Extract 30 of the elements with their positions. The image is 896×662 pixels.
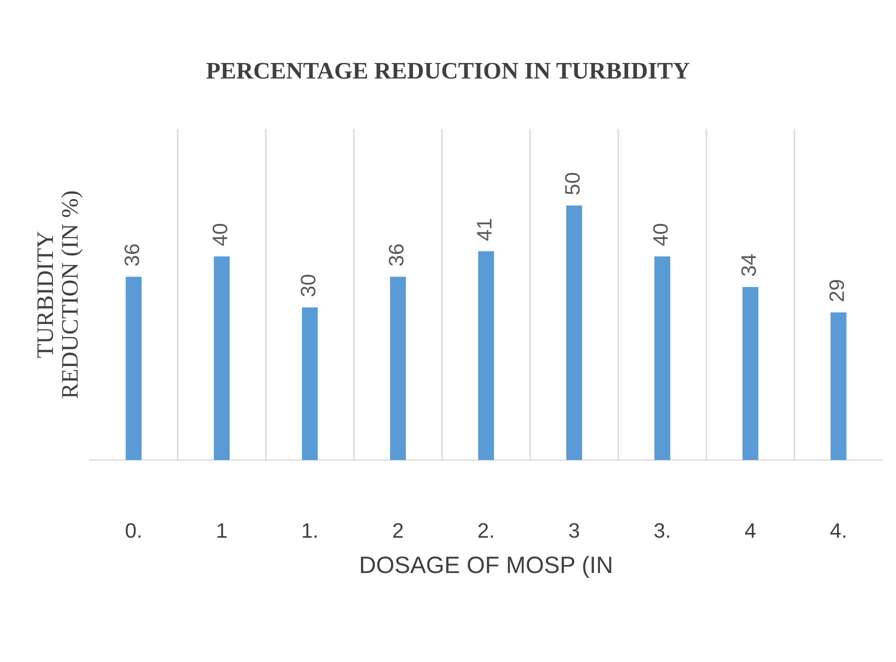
bar	[830, 312, 846, 460]
x-tick-label: 2.	[478, 523, 493, 538]
bar	[390, 276, 406, 460]
x-tick-label: 3.	[654, 523, 670, 538]
bar	[302, 307, 318, 460]
data-label: 29	[829, 280, 844, 302]
bar	[654, 256, 670, 460]
data-label: 30	[300, 274, 316, 296]
chart-title: PERCENTAGE REDUCTION IN TURBIDITY	[206, 62, 690, 79]
x-tick-label: 0.	[126, 523, 140, 538]
x-axis-title: DOSAGE OF MOSP (IN	[360, 556, 612, 578]
x-tick-label: 1	[218, 523, 227, 538]
bar	[478, 251, 494, 460]
data-label: 40	[212, 224, 228, 246]
data-label: 50	[565, 172, 580, 194]
data-label: 40	[653, 224, 668, 246]
x-tick-label: 4	[745, 523, 756, 538]
data-label: 36	[388, 244, 404, 266]
bar	[214, 256, 230, 460]
x-tick-label: 2	[393, 523, 403, 538]
data-label: 41	[477, 218, 492, 241]
data-label: 34	[741, 254, 756, 276]
x-tick-label: 4.	[830, 523, 846, 538]
x-tick-label: 3	[569, 523, 580, 538]
data-label: 36	[124, 244, 140, 266]
x-tick-label: 1.	[302, 523, 317, 538]
y-axis-title: TURBIDITY REDUCTION (IN %)	[37, 191, 83, 398]
bar	[742, 286, 758, 460]
bar	[126, 276, 142, 460]
bar	[566, 205, 582, 460]
